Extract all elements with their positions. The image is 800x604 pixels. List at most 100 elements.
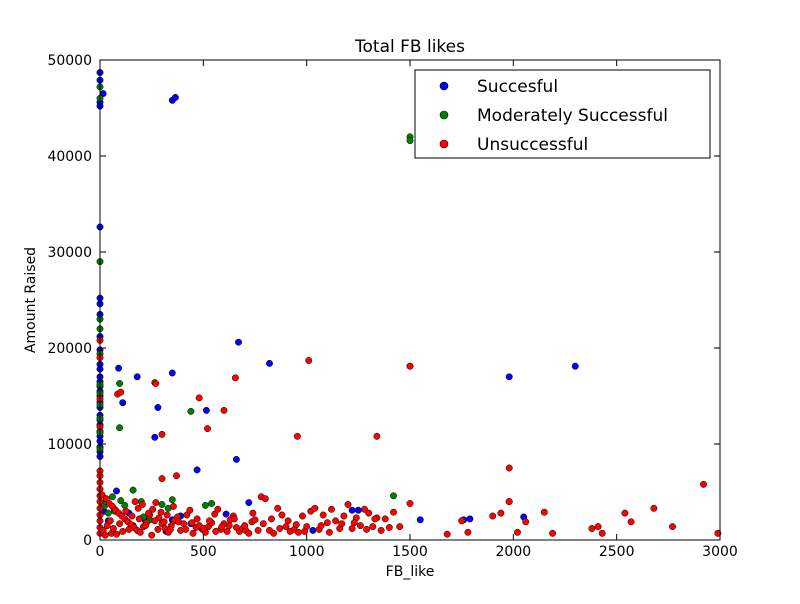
y-axis: 0 10000 20000 30000 40000 50000 [47,53,720,549]
data-point-unsuccessful [385,524,393,531]
y-tick-label: 0 [83,533,92,549]
data-point-unsuccessful [325,528,333,536]
data-point-succesful [119,399,127,407]
data-point-succesful [348,506,356,514]
data-point-unsuccessful [106,517,114,525]
data-point-unsuccessful [284,517,292,525]
data-point-succesful [171,93,179,101]
data-point-unsuccessful [294,528,302,536]
data-point-unsuccessful [157,508,165,516]
data-point-unsuccessful [505,464,513,472]
data-point-unsuccessful [119,527,127,535]
x-tick-label: 2500 [599,544,635,560]
data-point-moderately-successful [168,496,176,504]
data-point-unsuccessful [151,517,159,525]
data-point-unsuccessful [189,529,197,537]
data-point-unsuccessful [204,425,211,433]
data-point-unsuccessful [363,525,371,533]
data-point-succesful [505,373,513,381]
x-axis-label: FB_like [386,564,435,580]
data-point-unsuccessful [700,480,707,488]
data-point-unsuccessful [305,357,313,364]
data-point-unsuccessful [183,511,191,519]
data-point-unsuccessful [158,430,166,438]
data-point-unsuccessful [152,499,160,507]
data-point-unsuccessful [396,523,404,531]
data-point-unsuccessful [344,501,352,508]
x-tick-label: 500 [190,544,217,560]
y-tick-label: 40000 [47,149,92,165]
data-point-unsuccessful [212,527,220,535]
data-point-succesful [168,369,176,377]
data-point-moderately-successful [116,380,124,387]
data-point-succesful [235,338,242,346]
data-point-unsuccessful [116,520,124,528]
chart-title: Total FB likes [354,37,465,57]
data-point-unsuccessful [489,512,497,520]
data-point-unsuccessful [406,362,414,370]
x-tick-label: 1000 [289,544,325,560]
data-point-unsuccessful [199,525,207,532]
data-point-unsuccessful [211,510,219,518]
data-point-unsuccessful [311,504,319,512]
data-point-unsuccessful [109,525,117,532]
data-point-moderately-successful [104,509,112,517]
data-point-unsuccessful [270,529,278,537]
legend-frame [414,69,711,159]
data-point-unsuccessful [373,432,381,440]
data-point-unsuccessful [231,374,239,382]
x-axis: 0 500 1000 1500 2000 2500 3000 [96,60,738,560]
data-point-unsuccessful [588,525,596,532]
data-point-succesful [232,455,240,463]
data-point-unsuccessful [218,523,226,531]
data-point-unsuccessful [406,500,414,507]
data-point-succesful [193,466,201,474]
legend-label-moderately-successful: Moderately Successful [477,106,668,126]
y-tick-label: 10000 [47,437,92,453]
data-point-unsuccessful [443,530,451,538]
data-point-unsuccessful [268,515,275,523]
data-point-unsuccessful [323,519,331,527]
data-point-unsuccessful [293,432,301,440]
data-point-unsuccessful [173,472,180,480]
data-point-unsuccessful [223,527,231,535]
data-point-unsuccessful [514,528,521,536]
data-point-moderately-successful [201,501,209,509]
data-point-unsuccessful [276,525,284,532]
legend: Succesful Moderately Successful Unsucces… [414,69,711,159]
data-point-unsuccessful [650,504,658,512]
data-point-unsuccessful [166,525,174,533]
data-point-unsuccessful [152,380,160,387]
data-point-moderately-successful [108,493,116,501]
data-point-unsuccessful [328,505,335,513]
data-point-succesful [571,362,579,370]
data-point-moderately-successful [187,407,195,415]
data-point-succesful [416,516,424,524]
data-point-unsuccessful [148,531,156,539]
data-point-moderately-successful [390,492,397,500]
data-point-unsuccessful [365,509,373,517]
data-point-unsuccessful [193,515,201,523]
legend-marker-unsuccessful [439,139,449,149]
data-point-succesful [266,359,273,367]
data-point-unsuccessful [113,530,120,538]
y-tick-label: 50000 [47,53,92,69]
data-point-unsuccessful [338,520,346,528]
data-point-unsuccessful [117,388,125,396]
data-point-unsuccessful [230,515,238,523]
series-unsuccessful [96,336,722,539]
data-point-succesful [113,487,120,495]
data-point-succesful [222,510,230,518]
data-point-unsuccessful [249,509,257,517]
data-point-unsuccessful [350,519,358,527]
data-point-unsuccessful [522,518,530,526]
data-point-succesful [154,404,162,411]
data-point-unsuccessful [125,525,133,533]
data-point-unsuccessful [186,506,194,514]
data-point-unsuccessful [241,522,249,530]
legend-marker-succesful [439,81,449,91]
data-point-unsuccessful [188,519,196,527]
data-point-unsuccessful [540,508,548,516]
data-point-unsuccessful [138,501,146,508]
